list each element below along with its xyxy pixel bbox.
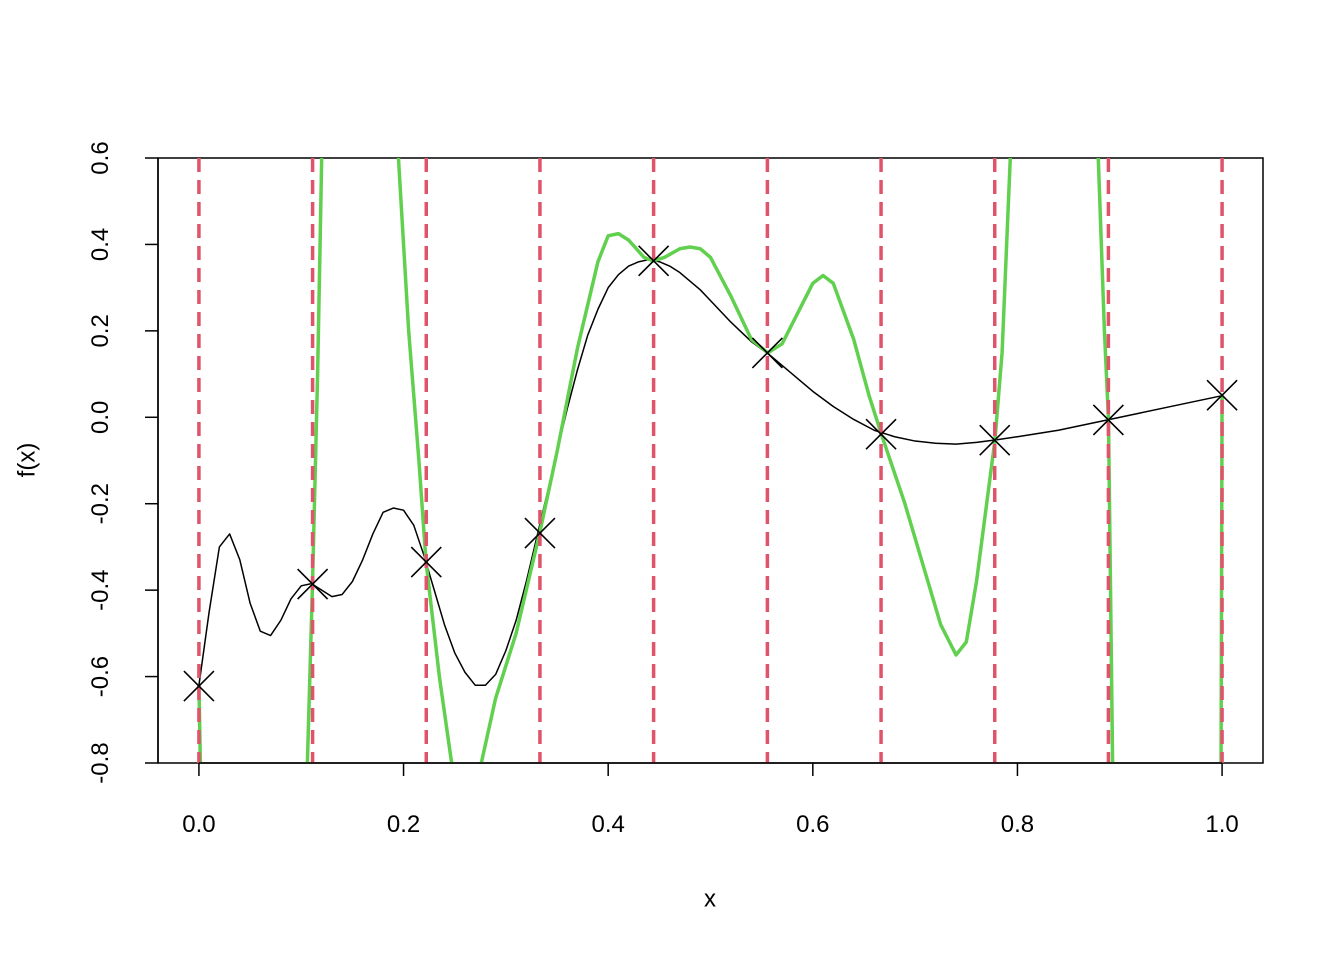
y-tick-label: 0.4: [87, 228, 114, 261]
y-tick-label: -0.8: [87, 742, 114, 783]
point-marker: [1092, 404, 1124, 436]
point-marker: [524, 517, 556, 549]
point-marker: [751, 337, 783, 369]
point-marker: [410, 546, 442, 578]
point-marker: [183, 670, 215, 702]
y-tick-label: 0.0: [87, 401, 114, 434]
y-tick-label: 0.2: [87, 314, 114, 347]
series-line: [198, 258, 1223, 686]
point-marker: [1206, 379, 1238, 411]
point-marker: [638, 245, 670, 277]
y-axis-label: f(x): [13, 443, 40, 478]
series-line: [197, 158, 1224, 763]
plot-box: [157, 157, 1264, 764]
x-tick-label: 0.2: [387, 811, 420, 838]
y-tick-label: -0.6: [87, 656, 114, 697]
x-tick-label: 1.0: [1205, 811, 1238, 838]
x-axis-label: x: [704, 885, 716, 912]
y-tick-label: 0.6: [87, 141, 114, 174]
point-marker: [297, 568, 329, 600]
point-marker: [865, 418, 897, 450]
y-tick-label: -0.4: [87, 569, 114, 610]
y-tick-label: -0.2: [87, 483, 114, 524]
x-tick-label: 0.4: [591, 811, 624, 838]
x-tick-label: 0.8: [1001, 811, 1034, 838]
point-marker: [979, 424, 1011, 456]
x-tick-label: 0.0: [182, 811, 215, 838]
plot-area: [197, 158, 1224, 763]
x-tick-label: 0.6: [796, 811, 829, 838]
